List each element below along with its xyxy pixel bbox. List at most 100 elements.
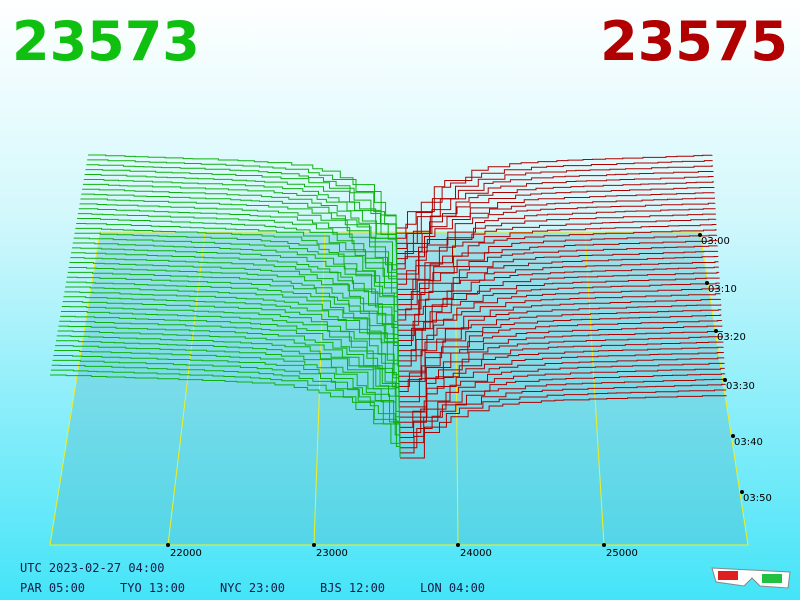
zone-time: PAR 05:00 — [20, 581, 85, 595]
price-label: 22000 — [170, 548, 202, 559]
ask-curve — [397, 266, 720, 336]
ask-curve — [399, 367, 725, 433]
ask-price: 23575 — [600, 10, 788, 73]
tick-dot — [723, 378, 727, 382]
price-label: 23000 — [316, 548, 348, 559]
bid-curve — [79, 203, 398, 282]
ask-curve — [399, 357, 725, 423]
ask-curve — [396, 192, 715, 265]
bid-curve — [82, 183, 398, 262]
tick-dot — [705, 281, 709, 285]
bid-curve — [55, 340, 400, 422]
ask-curve — [398, 277, 720, 347]
zone-time: TYO 13:00 — [120, 581, 185, 595]
bid-curve — [76, 222, 398, 302]
ask-curve — [397, 229, 717, 301]
bid-curve — [85, 169, 397, 247]
bid-curve — [72, 242, 399, 322]
ask-curve — [399, 346, 724, 413]
ask-curve — [397, 250, 719, 321]
tick-dot — [714, 329, 718, 333]
bid-curve — [56, 335, 400, 417]
bid-curve — [51, 364, 401, 447]
ask-curve — [396, 187, 715, 260]
bid-curve — [78, 208, 398, 287]
bid-curve — [75, 227, 398, 307]
ask-curve — [399, 352, 725, 418]
ask-curve — [396, 197, 715, 270]
bid-curve — [59, 320, 400, 402]
ask-curve — [399, 378, 726, 444]
ask-curve — [397, 234, 718, 306]
ask-curve — [400, 395, 727, 459]
ask-curve — [396, 213, 716, 285]
time-label: 03:20 — [717, 332, 746, 343]
ask-curve — [399, 373, 726, 439]
ask-curve — [396, 202, 716, 275]
ask-curve — [398, 304, 722, 372]
bid-curve — [74, 232, 398, 312]
ask-curve — [398, 325, 723, 393]
ask-curve — [399, 389, 727, 454]
bid-curve — [60, 310, 400, 392]
price-label: 25000 — [606, 548, 638, 559]
bid-curve — [80, 198, 398, 277]
ask-curve — [397, 256, 719, 326]
tick-dot — [731, 434, 735, 438]
time-label: 03:30 — [726, 381, 755, 392]
utc-time: UTC 2023-02-27 04:00 — [20, 561, 165, 575]
tick-dot — [166, 543, 170, 547]
bid-curve — [69, 262, 399, 342]
bid-curve — [77, 213, 398, 292]
ask-curve — [398, 331, 723, 398]
bid-curve — [71, 247, 399, 327]
ask-curve — [398, 314, 722, 382]
ask-curve — [397, 261, 719, 331]
ask-curve — [398, 282, 720, 352]
bid-curve — [57, 330, 400, 412]
ask-curve — [396, 208, 716, 280]
bid-curve — [65, 286, 399, 367]
ask-curve — [396, 160, 713, 234]
time-label: 03:50 — [743, 493, 772, 504]
ask-curve — [397, 240, 718, 311]
ask-curve — [398, 298, 721, 367]
ask-curve — [399, 341, 724, 408]
ask-curve — [396, 165, 714, 239]
bid-curve — [86, 164, 397, 242]
bid-curve — [55, 345, 400, 427]
tick-dot — [602, 543, 606, 547]
price-label: 24000 — [460, 548, 492, 559]
ask-curve — [396, 171, 714, 244]
bid-curve — [64, 291, 399, 372]
time-label: 03:10 — [708, 284, 737, 295]
bid-curve — [71, 252, 399, 332]
ask-curve — [398, 309, 722, 377]
bid-curve — [87, 159, 397, 237]
bid-curve — [73, 237, 399, 317]
ask-curve — [399, 362, 725, 428]
zone-time: BJS 12:00 — [320, 581, 385, 595]
bid-curve — [62, 301, 400, 382]
bid-curve — [84, 174, 397, 252]
tick-dot — [740, 490, 744, 494]
bid-curve — [66, 281, 399, 362]
tick-dot — [312, 543, 316, 547]
bid-curve — [88, 154, 397, 232]
bid-price: 23573 — [12, 10, 200, 73]
bid-curve — [58, 325, 400, 407]
ask-curve — [398, 293, 721, 362]
bid-curve — [63, 296, 400, 377]
bid-curve — [77, 218, 398, 297]
zone-time: LON 04:00 — [420, 581, 485, 595]
time-label: 03:00 — [701, 236, 730, 247]
tick-dot — [698, 233, 702, 237]
ask-curve — [396, 181, 715, 255]
bid-curve — [50, 369, 401, 452]
bid-curve — [53, 354, 401, 437]
bid-curve — [82, 188, 398, 267]
bid-curve — [50, 374, 401, 457]
axis-labels: 22000 23000 24000 25000 03:00 03:10 03:20 03:30… — [166, 233, 772, 559]
ask-curve — [398, 320, 723, 387]
